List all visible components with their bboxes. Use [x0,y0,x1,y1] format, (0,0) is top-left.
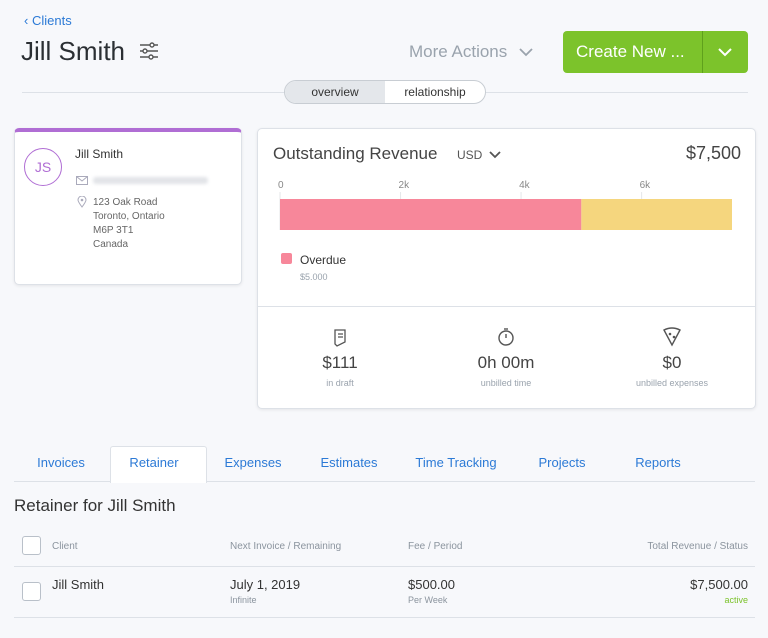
address-line: 123 Oak Road [93,197,158,208]
stat-value: $111 [322,353,358,372]
revenue-chart: 0 2k 4k 6k Overdue $5,000 [278,180,732,280]
tab[interactable]: Projects [538,455,586,470]
toggle-option[interactable]: overview [285,81,385,103]
stat-value: $0 [662,353,682,372]
address-line: Canada [93,239,129,250]
section-title: Retainer for Jill Smith [14,496,176,515]
tab[interactable]: Retainer [129,455,179,470]
settings-icon[interactable] [139,41,159,61]
revenue-card: Outstanding Revenue USD $7,500 [257,128,756,409]
tab-baseline [14,481,110,482]
currency-select[interactable]: USD [457,148,501,162]
toggle-option[interactable]: relationship [404,85,466,99]
address-line: M6P 3T1 [93,225,134,236]
timer-icon [498,328,514,346]
cell-total-revenue: $7,500.00 [690,577,748,592]
page-title: Jill Smith [21,36,126,66]
row-divider [14,617,755,618]
tab[interactable]: Expenses [224,455,282,470]
more-actions[interactable]: More Actions [409,42,534,62]
location-icon [77,196,87,208]
address: 123 Oak Road Toronto, Ontario M6P 3T1 Ca… [93,196,165,252]
back-chevron: ‹ [24,13,29,28]
tab[interactable]: Invoices [37,455,85,470]
chevron [489,151,501,159]
client-name: Jill Smith [75,147,124,161]
column-header: Fee / Period [408,541,463,552]
redacted-email [93,177,208,184]
divider [258,306,755,307]
tab[interactable]: Time Tracking [415,455,497,470]
tab[interactable]: Reports [635,455,681,470]
cell-next-invoice: July 1, 2019 [230,577,301,592]
address-line: Toronto, Ontario [93,211,165,222]
row-divider [14,566,755,567]
x-tick-label: 6k [640,180,652,191]
dropdown-chevron[interactable] [717,47,733,57]
email-icon [76,176,88,185]
tab[interactable]: Estimates [320,455,378,470]
revenue-total: $7,500 [685,143,741,163]
column-header: Total Revenue / Status [647,541,748,552]
x-tick-label: 0 [278,180,284,191]
checkbox[interactable] [22,536,41,555]
legend-label: Overdue [300,253,346,267]
bar-segment [581,199,732,230]
cell-fee: $500.00 [408,577,455,592]
currency: USD [457,148,483,162]
expense-icon [663,327,681,347]
active-tab-box [110,446,207,483]
button-divider [702,31,703,73]
cell-remaining: Infinite [230,595,257,605]
stat-label: unbilled expenses [635,378,709,388]
back-link-text: Clients [31,13,72,28]
column-header: Next Invoice / Remaining [230,541,342,552]
draft-icon [334,329,346,347]
bar-segment [280,199,582,230]
stat-value: 0h 00m [477,353,535,372]
cell-period: Per Week [408,595,448,605]
client-card: JS Jill Smith 123 Oak Road Toronto, Onta… [14,128,242,285]
chevron [519,48,533,57]
legend-swatch [281,253,292,264]
x-tick-label: 2k [399,180,411,191]
stat-label: in draft [326,378,354,388]
cell-client: Jill Smith [52,577,105,592]
revenue-title: Outstanding Revenue [273,144,438,163]
legend-value: $5,000 [300,272,328,280]
create-button-text: Create New ... [576,42,685,61]
create-button[interactable]: Create New ... [563,31,748,73]
back-link[interactable]: ‹ Clients [24,13,72,28]
view-toggle: overview relationship [284,80,486,104]
checkbox[interactable] [22,582,41,601]
column-header: Client [52,541,78,552]
more-actions-text: More Actions [409,42,508,61]
tab-baseline [206,481,755,482]
cell-status: active [724,595,748,605]
avatar: JS [24,148,62,186]
x-tick-label: 4k [519,180,531,191]
stat-label: unbilled time [480,378,532,388]
